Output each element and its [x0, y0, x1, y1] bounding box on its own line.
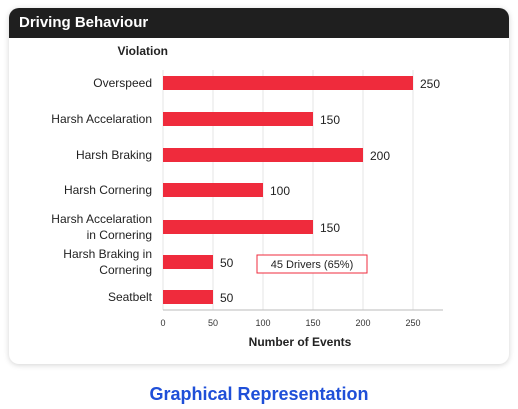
value-labels: 250 150 200 100 150 50 50 [220, 77, 440, 305]
value-label: 150 [320, 113, 340, 127]
category-label: Cornering [99, 263, 152, 277]
value-label: 50 [220, 256, 234, 270]
bar [163, 220, 313, 234]
value-label: 200 [370, 149, 390, 163]
value-label: 100 [270, 184, 290, 198]
annotation-text: 45 Drivers (65%) [271, 259, 354, 271]
category-labels: Overspeed Harsh Accelaration Harsh Braking… [51, 76, 152, 304]
bar [163, 290, 213, 304]
annotation-border [256, 254, 368, 274]
x-tick-label: 200 [355, 318, 370, 328]
x-axis-label: Number of Events [249, 335, 352, 349]
category-label: in Cornering [87, 228, 152, 242]
bars [163, 76, 413, 304]
category-label: Seatbelt [108, 290, 153, 304]
category-label: Harsh Accelaration [51, 212, 152, 226]
value-label: 250 [420, 77, 440, 91]
bar [163, 148, 363, 162]
category-label: Harsh Cornering [64, 183, 152, 197]
x-tick-label: 50 [208, 318, 218, 328]
value-label: 150 [320, 221, 340, 235]
y-axis-label: Violation [118, 44, 168, 58]
chart-card: Driving Behaviour [9, 8, 509, 364]
x-tick-labels: 0 50 100 150 200 250 [160, 318, 420, 328]
bar [163, 255, 213, 269]
x-tick-label: 100 [255, 318, 270, 328]
category-label: Overspeed [93, 76, 152, 90]
card-title: Driving Behaviour [9, 8, 509, 38]
value-label: 50 [220, 291, 234, 305]
category-label: Harsh Braking in [63, 247, 152, 261]
bar [163, 76, 413, 90]
x-tick-label: 250 [405, 318, 420, 328]
bar [163, 112, 313, 126]
category-label: Harsh Braking [76, 148, 152, 162]
x-tick-label: 0 [160, 318, 165, 328]
graphical-representation-caption: Graphical Representation [149, 384, 369, 404]
bar [163, 183, 263, 197]
x-tick-label: 150 [305, 318, 320, 328]
category-label: Harsh Accelaration [51, 112, 152, 126]
annotation-box: 45 Drivers (65%) [256, 254, 368, 274]
